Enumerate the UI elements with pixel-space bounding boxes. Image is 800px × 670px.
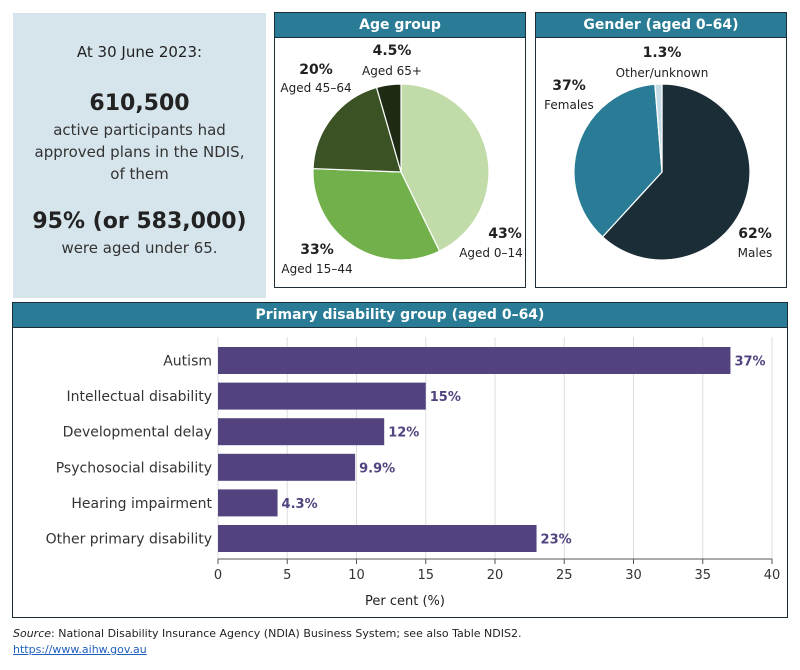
value-label: 12% bbox=[388, 426, 419, 441]
category-label: Psychosocial disability bbox=[56, 460, 212, 476]
x-tick-label: 10 bbox=[348, 568, 365, 583]
summary-under65: 95% (or 583,000) bbox=[32, 209, 247, 234]
x-tick-label: 25 bbox=[556, 568, 573, 583]
gender-slice bbox=[573, 83, 663, 238]
category-label: Intellectual disability bbox=[67, 389, 212, 405]
bar-autism bbox=[218, 347, 731, 374]
x-tick-label: 5 bbox=[283, 568, 291, 583]
gender-slice bbox=[601, 83, 751, 261]
bar-hearing-impairment bbox=[218, 489, 278, 517]
gender-pct-label: 37% bbox=[552, 78, 586, 94]
age-category-label: Aged 65+ bbox=[362, 64, 422, 78]
disability-panel: Primary disability group (aged 0–64) 0 5 1… bbox=[12, 302, 788, 618]
bar-other-primary-disability bbox=[218, 525, 537, 552]
summary-total: 610,500 bbox=[89, 91, 190, 116]
aihw-link[interactable]: https://www.aihw.gov.au bbox=[13, 643, 147, 656]
source-label: Source bbox=[13, 627, 52, 640]
category-label: Other primary disability bbox=[46, 532, 212, 548]
value-label: 4.3% bbox=[282, 497, 318, 512]
gender-title: Gender (aged 0–64) bbox=[536, 13, 786, 38]
category-label: Autism bbox=[163, 354, 212, 370]
value-label: 9.9% bbox=[359, 461, 395, 476]
category-label: Hearing impairment bbox=[71, 496, 212, 512]
summary-total-desc: active participants had approved plans i… bbox=[34, 121, 245, 183]
x-tick-label: 0 bbox=[214, 568, 222, 583]
summary-date: At 30 June 2023: bbox=[76, 43, 203, 61]
gender-pct-label: 62% bbox=[738, 226, 772, 242]
age-pct-label: 20% bbox=[299, 62, 333, 78]
x-tick-label: 15 bbox=[417, 568, 434, 583]
x-tick-label: 40 bbox=[764, 568, 781, 583]
gender-pct-label: 1.3% bbox=[643, 45, 682, 61]
disability-title: Primary disability group (aged 0–64) bbox=[13, 303, 787, 328]
gender-slice bbox=[654, 83, 663, 173]
age-category-label: Aged 15–44 bbox=[281, 262, 352, 276]
gender-panel: Gender (aged 0–64) 62% Males 37% Females 1.3… bbox=[535, 12, 787, 288]
age-group-title: Age group bbox=[275, 13, 525, 38]
age-pie-chart: 43% Aged 0–14 33% Aged 15–44 20% Aged 45–64 4.… bbox=[280, 43, 523, 276]
gender-category-label: Other/unknown bbox=[616, 66, 709, 80]
disability-bar-chart: 0 5 10 15 20 25 30 35 40 Per cent (%) Autism 37% Int… bbox=[46, 337, 781, 609]
value-label: 15% bbox=[430, 390, 461, 405]
category-label: Developmental delay bbox=[63, 425, 212, 441]
x-tick-label: 30 bbox=[625, 568, 642, 583]
age-slice bbox=[375, 83, 402, 173]
summary-panel: At 30 June 2023: 610,500 active particip… bbox=[13, 13, 266, 298]
gender-pie-chart: 62% Males 37% Females 1.3% Other/unknown bbox=[544, 45, 773, 261]
age-group-panel: Age group 43% Aged 0–14 33% Aged 15–44 20% Ag… bbox=[274, 12, 526, 288]
source-note: Source: National Disability Insurance Ag… bbox=[13, 627, 521, 640]
age-category-label: Aged 0–14 bbox=[459, 246, 523, 260]
bar-intellectual-disability bbox=[218, 382, 426, 410]
gender-category-label: Females bbox=[544, 98, 594, 112]
x-tick-label: 35 bbox=[694, 568, 711, 583]
age-pct-label: 4.5% bbox=[373, 43, 412, 59]
age-pct-label: 43% bbox=[488, 226, 522, 242]
x-axis-title: Per cent (%) bbox=[365, 594, 445, 609]
source-text: : National Disability Insurance Agency (… bbox=[51, 627, 522, 640]
x-tick-label: 20 bbox=[487, 568, 504, 583]
value-label: 23% bbox=[541, 533, 572, 548]
age-pct-label: 33% bbox=[300, 242, 334, 258]
bar-developmental-delay bbox=[218, 418, 385, 446]
summary-under65-desc: were aged under 65. bbox=[61, 239, 218, 257]
bar-psychosocial-disability bbox=[218, 453, 356, 481]
age-slice bbox=[312, 86, 402, 173]
age-slice bbox=[312, 167, 441, 261]
gender-category-label: Males bbox=[738, 246, 773, 260]
age-slice bbox=[400, 83, 490, 252]
age-category-label: Aged 45–64 bbox=[280, 81, 351, 95]
value-label: 37% bbox=[734, 355, 765, 370]
